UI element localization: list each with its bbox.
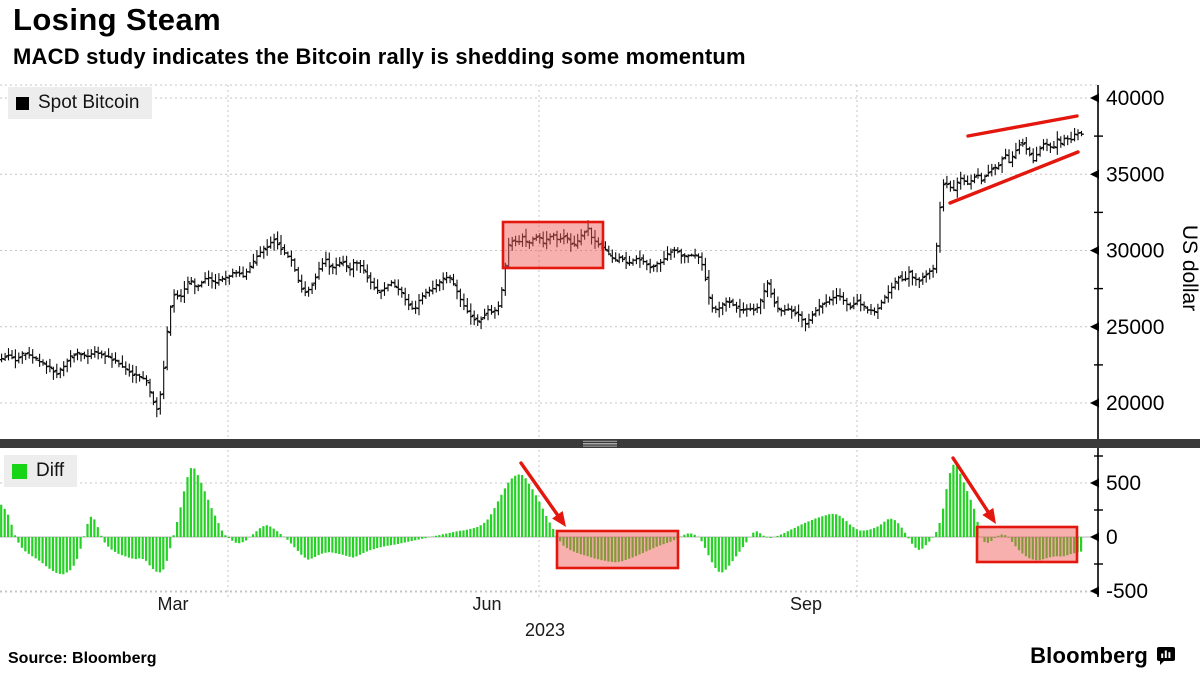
diff-negative-box-2 bbox=[975, 525, 1079, 564]
diff-negative-box-1 bbox=[555, 529, 680, 570]
source-attribution: Source: Bloomberg bbox=[8, 650, 157, 667]
price-y-axis-label-tick-arrow bbox=[1090, 169, 1099, 179]
spot-bitcoin-swatch-icon bbox=[16, 96, 29, 110]
price-y-axis-label: 40000 bbox=[1106, 87, 1164, 110]
page-subtitle: MACD study indicates the Bitcoin rally i… bbox=[13, 44, 746, 69]
x-axis-year-label: 2023 bbox=[525, 620, 565, 640]
legend-diff-label: Diff bbox=[36, 460, 65, 481]
x-axis-month-label: Jun bbox=[472, 594, 501, 614]
bloomberg-wordmark: Bloomberg bbox=[1030, 643, 1148, 668]
bloomberg-logo: Bloomberg bbox=[1030, 643, 1176, 669]
price-y-axis-label-tick-arrow bbox=[1090, 93, 1099, 103]
diff-y-axis-label: 500 bbox=[1106, 472, 1141, 495]
x-axis-month-label: Mar bbox=[158, 594, 189, 614]
bloomberg-bubble-bars-icon bbox=[1157, 647, 1175, 665]
price-y-axis-label-tick-arrow bbox=[1090, 322, 1099, 332]
page-title: Losing Steam bbox=[13, 2, 222, 37]
price-y-axis-label: 25000 bbox=[1106, 316, 1164, 339]
diff-y-axis-label-tick-arrow bbox=[1090, 478, 1099, 488]
price-open-close-ticks bbox=[0, 132, 1084, 410]
diff-decline-arrow-2-head bbox=[982, 507, 996, 524]
x-axis-month-label: Sep bbox=[790, 594, 822, 614]
diff-histogram bbox=[0, 464, 1083, 575]
price-y-axis-label-tick-arrow bbox=[1090, 246, 1099, 255]
diff-y-axis-label-tick-arrow bbox=[1090, 586, 1099, 596]
price-bars bbox=[1, 128, 1083, 418]
y-axis-title: US dollar bbox=[1178, 225, 1200, 311]
diff-bars bbox=[0, 464, 1083, 575]
legend-diff: Diff bbox=[4, 455, 78, 487]
wedge-upper-trendline bbox=[966, 114, 1079, 138]
legend-spot-bitcoin-label: Spot Bitcoin bbox=[38, 92, 140, 113]
red-annotations bbox=[501, 114, 1080, 570]
diff-swatch-icon bbox=[12, 463, 27, 479]
diff-y-axis-label: 0 bbox=[1106, 526, 1118, 549]
diff-y-axis-label: -500 bbox=[1106, 580, 1148, 603]
price-y-axis-label: 30000 bbox=[1106, 240, 1164, 263]
wedge-lower-trendline bbox=[948, 150, 1080, 205]
legend-spot-bitcoin: Spot Bitcoin bbox=[8, 87, 153, 119]
diff-decline-arrow-2-shaft bbox=[951, 456, 993, 519]
price-series bbox=[0, 128, 1084, 418]
gridlines bbox=[0, 84, 1098, 597]
price-y-axis-label: 35000 bbox=[1106, 163, 1164, 186]
panel-separator bbox=[0, 439, 1200, 448]
price-y-axis-label-tick-arrow bbox=[1090, 398, 1099, 408]
diff-decline-arrow-1-head bbox=[552, 511, 566, 527]
diff-decline-arrow-1-shaft bbox=[519, 461, 563, 522]
price-consolidation-box bbox=[501, 220, 605, 270]
diff-y-axis-label-tick-arrow bbox=[1090, 532, 1099, 542]
axes: 20000 25000 30000 35000 40000 -500 0 500 US doll… bbox=[158, 85, 1200, 640]
price-y-axis-label: 20000 bbox=[1106, 392, 1164, 415]
